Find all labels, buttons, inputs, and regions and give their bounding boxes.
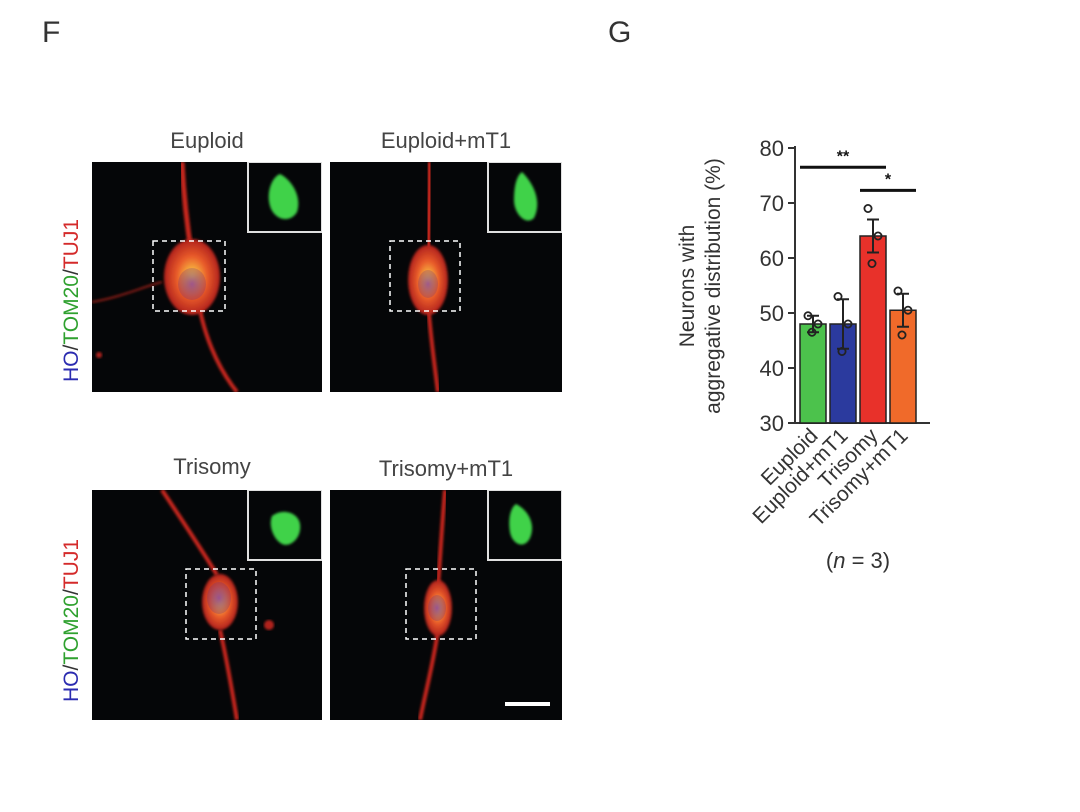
micro-image-euploid-mt1 [330, 162, 562, 392]
panel-letter-f: F [42, 16, 61, 49]
data-point [813, 319, 823, 329]
data-point [863, 204, 873, 214]
scale-bar [505, 702, 550, 706]
stain-sep: / [60, 664, 83, 671]
chart-ylabel-line1: Neurons with [676, 225, 699, 348]
data-point [893, 286, 903, 296]
inset-mito [268, 174, 299, 220]
data-point [903, 305, 913, 315]
data-point [837, 346, 847, 356]
inset-mito [270, 511, 301, 545]
neurite [218, 629, 239, 720]
stain-sep: / [60, 589, 83, 596]
data-point [867, 258, 877, 268]
micro-title-euploid-mt1: Euploid+mT1 [380, 128, 512, 153]
data-point [833, 291, 843, 301]
footnote-rest: = 3) [845, 548, 890, 573]
panel-letter-g: G [608, 16, 632, 49]
micro-title-trisomy-mt1: Trisomy+mT1 [378, 456, 514, 481]
significance-label: ** [837, 148, 850, 165]
bar-trisomy-mt1 [889, 309, 917, 424]
chart-footnote: (n = 3) [826, 548, 890, 573]
data-point [873, 231, 883, 241]
significance-label: * [885, 171, 892, 188]
nucleus [418, 270, 438, 298]
neurite [436, 490, 447, 586]
neurite [425, 162, 433, 258]
micro-title-euploid: Euploid [170, 128, 244, 153]
micro-image-trisomy [92, 490, 322, 720]
stain-tuj1: TUJ1 [60, 538, 83, 590]
bar-euploid [799, 323, 827, 424]
y-tick-label: 50 [760, 301, 784, 326]
micro-image-trisomy-mt1 [330, 490, 562, 720]
roi-box [152, 240, 226, 312]
data-point [897, 330, 907, 340]
stain-ho: HO [60, 670, 83, 703]
y-tick-label: 30 [760, 411, 784, 436]
bar-chart: Neurons with aggregative distribution (%… [676, 136, 930, 573]
neurite [426, 301, 440, 392]
stain-tuj1: TUJ1 [60, 218, 83, 270]
footnote-open: ( [826, 548, 834, 573]
footnote-n: n [833, 548, 845, 573]
neurite [160, 490, 219, 577]
y-tick-label: 70 [760, 191, 784, 216]
nucleus [207, 582, 231, 614]
stain-tom20: TOM20 [60, 595, 83, 665]
micro-title-trisomy: Trisomy [173, 454, 251, 479]
roi-box [389, 240, 461, 312]
data-point [807, 327, 817, 337]
y-tick-label: 40 [760, 356, 784, 381]
nucleus [428, 595, 446, 621]
roi-box [185, 568, 257, 640]
stain-sep: / [60, 344, 83, 351]
neurite [418, 629, 440, 720]
data-point [803, 311, 813, 321]
y-tick-label: 60 [760, 246, 784, 271]
stain-sep: / [60, 269, 83, 276]
chart-ylabel-line2: aggregative distribution (%) [702, 158, 725, 414]
y-tick-label: 80 [760, 136, 784, 161]
data-point [843, 319, 853, 329]
nucleus [178, 268, 206, 300]
roi-box [405, 568, 477, 640]
micro-image-euploid [92, 162, 322, 392]
neurite [92, 281, 163, 303]
stain-ho: HO [60, 350, 83, 383]
stain-tom20: TOM20 [60, 275, 83, 345]
inset-mito [509, 504, 533, 545]
stain-label-bottom: HO/TOM20/TUJ1 [60, 539, 84, 702]
inset-mito [514, 172, 538, 221]
stain-label-top: HO/TOM20/TUJ1 [60, 219, 84, 382]
bar-trisomy [859, 235, 887, 424]
